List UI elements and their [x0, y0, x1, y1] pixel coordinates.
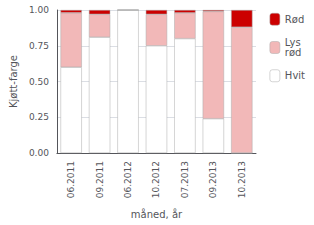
svg-text:Kjøtt-farge: Kjøtt-farge [8, 55, 19, 108]
svg-text:06.2011: 06.2011 [66, 161, 76, 198]
svg-text:Lys: Lys [284, 37, 301, 48]
svg-text:0.75: 0.75 [29, 41, 49, 51]
svg-text:10.2012: 10.2012 [151, 161, 161, 198]
svg-text:1.00: 1.00 [29, 5, 49, 15]
svg-text:0.25: 0.25 [29, 112, 49, 122]
svg-text:måned, år: måned, år [131, 208, 183, 220]
svg-text:10.2013: 10.2013 [237, 161, 247, 198]
svg-text:06.2012: 06.2012 [123, 161, 133, 198]
svg-text:rød: rød [285, 47, 302, 58]
svg-text:09.2013: 09.2013 [208, 161, 218, 198]
svg-text:0.50: 0.50 [29, 77, 49, 87]
svg-text:09.2011: 09.2011 [95, 161, 105, 198]
svg-text:Hvit: Hvit [285, 70, 305, 81]
svg-text:07.2013: 07.2013 [180, 161, 190, 198]
svg-text:Rød: Rød [285, 14, 304, 25]
svg-text:0.00: 0.00 [29, 148, 49, 158]
